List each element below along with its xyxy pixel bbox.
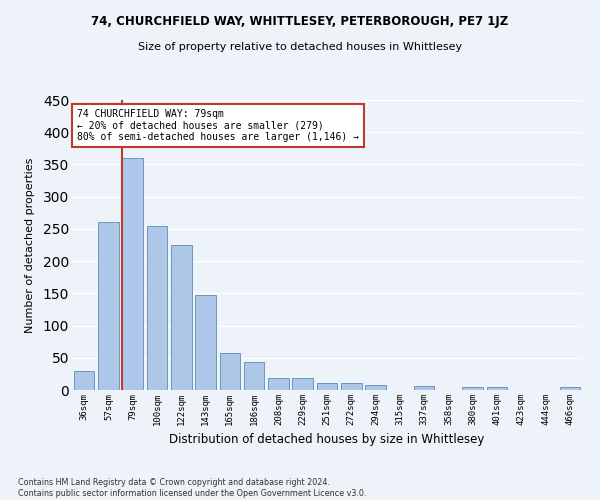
Bar [171,245,191,390]
Bar [74,370,94,390]
Bar [414,386,434,390]
Bar [244,362,265,390]
X-axis label: Distribution of detached houses by size in Whittlesey: Distribution of detached houses by size … [169,434,485,446]
Bar [487,388,508,390]
Bar [146,226,167,390]
Bar [268,378,289,390]
Bar [560,388,580,390]
Y-axis label: Number of detached properties: Number of detached properties [25,158,35,332]
Bar [122,158,143,390]
Bar [220,354,240,390]
Text: Contains HM Land Registry data © Crown copyright and database right 2024.
Contai: Contains HM Land Registry data © Crown c… [18,478,367,498]
Text: Size of property relative to detached houses in Whittlesey: Size of property relative to detached ho… [138,42,462,52]
Bar [195,294,216,390]
Text: 74 CHURCHFIELD WAY: 79sqm
← 20% of detached houses are smaller (279)
80% of semi: 74 CHURCHFIELD WAY: 79sqm ← 20% of detac… [77,108,359,142]
Bar [317,383,337,390]
Bar [463,388,483,390]
Bar [341,383,362,390]
Text: 74, CHURCHFIELD WAY, WHITTLESEY, PETERBOROUGH, PE7 1JZ: 74, CHURCHFIELD WAY, WHITTLESEY, PETERBO… [91,15,509,28]
Bar [292,378,313,390]
Bar [98,222,119,390]
Bar [365,386,386,390]
